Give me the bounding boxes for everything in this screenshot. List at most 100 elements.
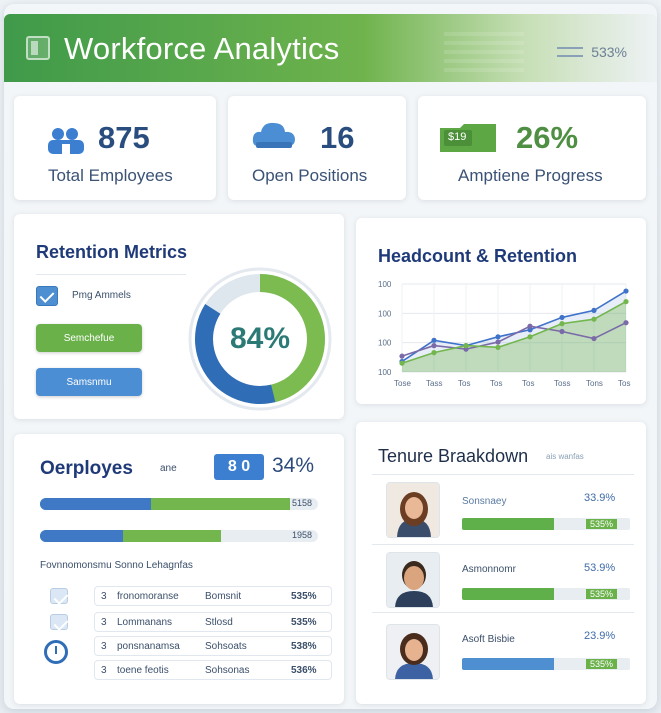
- tenure-bar-value: 535%: [586, 589, 618, 599]
- data-point: [623, 299, 629, 305]
- row-name: Lommanans: [117, 617, 173, 628]
- folder-icon: $19: [438, 122, 500, 161]
- tenure-bar-value: 535%: [586, 519, 618, 529]
- data-point: [623, 320, 629, 326]
- table-row[interactable]: 3 ponsnanamsa Sohsoats 538%: [94, 636, 332, 656]
- row-num: 3: [101, 665, 107, 676]
- people-icon: [46, 126, 86, 161]
- gauge-value: 84%: [229, 322, 291, 355]
- data-point: [495, 344, 501, 350]
- table-row[interactable]: 3 toene feotis Sohsonas 536%: [94, 660, 332, 680]
- row-dept: Sohsoats: [205, 641, 247, 652]
- x-tick-label: Toss: [554, 379, 570, 388]
- row-value: 535%: [291, 591, 317, 602]
- data-point: [495, 339, 501, 345]
- data-point: [559, 328, 565, 335]
- panel-title: Tenure Braakdown: [378, 446, 529, 466]
- data-point: [431, 350, 437, 356]
- row-dept: Bomsnit: [205, 591, 242, 602]
- row-name: ponsnanamsa: [117, 641, 180, 652]
- stat-card-positions[interactable]: 16 Open Positions: [228, 96, 406, 200]
- data-point: [463, 343, 469, 349]
- header-decoration: [444, 32, 524, 72]
- divider: [372, 544, 634, 545]
- x-tick-label: Tos: [490, 379, 502, 388]
- panel-title: Oerployes: [40, 458, 133, 479]
- stat-value: 26%: [516, 120, 579, 155]
- row-num: 3: [101, 641, 107, 652]
- employees-panel: Oerployes ane 8 0 34% 5158 1958 Fovnnomo…: [14, 434, 344, 704]
- tenure-list-item[interactable]: Sonsnaey 33.9% 535%: [384, 482, 636, 542]
- x-tick-label: Tos: [618, 379, 630, 388]
- y-tick-label: 100: [378, 280, 392, 289]
- divider: [372, 612, 634, 613]
- data-point: [591, 335, 597, 342]
- row-value: 538%: [291, 641, 317, 652]
- dashboard-window: Workforce Analytics 533% 875 Total Emplo…: [4, 4, 657, 709]
- clock-icon: [44, 640, 68, 664]
- panel-title: Retention Metrics: [36, 242, 188, 262]
- person-name: Asoft Bisbie: [462, 634, 515, 645]
- tenure-list-item[interactable]: Asmonnomr 53.9% 535%: [384, 552, 636, 612]
- person-name: Asmonnomr: [462, 564, 516, 575]
- stat-label: Total Employees: [48, 166, 173, 185]
- checkbox[interactable]: [36, 286, 58, 306]
- avatar: [386, 624, 440, 680]
- row-checkbox[interactable]: [50, 614, 68, 630]
- dashboard-icon: [26, 36, 50, 60]
- table-row[interactable]: 3 fronomoranse Bomsnit 535%: [94, 586, 332, 606]
- y-tick-label: 100: [378, 339, 392, 348]
- table-row[interactable]: 3 Lommanans Stlosd 535%: [94, 612, 332, 632]
- person-value: 23.9%: [584, 630, 616, 642]
- stat-label: Open Positions: [252, 166, 368, 185]
- data-point: [623, 288, 629, 294]
- series-area: [402, 301, 626, 372]
- data-point: [591, 307, 597, 313]
- panel-title-suffix: ais wanfas: [546, 452, 584, 461]
- row-value: 535%: [291, 617, 317, 628]
- stat-value: 875: [98, 120, 150, 155]
- row-num: 3: [101, 591, 107, 602]
- data-point: [559, 321, 565, 327]
- stat-card-progress[interactable]: $19 26% Amptiene Progress: [418, 96, 646, 200]
- data-point: [431, 343, 437, 349]
- y-tick-label: 100: [378, 309, 392, 318]
- data-point: [399, 353, 405, 359]
- retention-gauge: 84%: [182, 264, 338, 414]
- x-tick-label: Tose: [394, 379, 411, 388]
- data-point: [527, 323, 533, 329]
- data-point: [431, 337, 437, 343]
- y-tick-label: 100: [378, 368, 392, 377]
- divider: [372, 474, 634, 475]
- avatar: [386, 482, 440, 538]
- green-action-button[interactable]: Semchefue: [36, 324, 142, 352]
- checkbox-label: Pmg Ammels: [72, 290, 131, 301]
- headcount-panel: Headcount & Retention 100 100 100 100 Tose Ta…: [356, 218, 646, 404]
- cloud-icon: [250, 118, 298, 157]
- blue-action-button[interactable]: Samsnmu: [36, 368, 142, 396]
- row-dept: Sohsonas: [205, 665, 250, 676]
- count-badge: 8 0: [214, 454, 264, 480]
- gauge-ring: [188, 267, 332, 411]
- series-line: [401, 300, 627, 364]
- person-value: 33.9%: [584, 492, 616, 504]
- folder-icon-text: $19: [448, 131, 467, 143]
- bar-label: 5158: [291, 498, 312, 508]
- stat-value: 16: [320, 120, 355, 155]
- x-tick-label: Tass: [426, 379, 442, 388]
- retention-panel: Retention Metrics Pmg Ammels Semchefue S…: [14, 214, 344, 419]
- row-checkbox[interactable]: [50, 588, 68, 604]
- x-tick-label: Tos: [522, 379, 534, 388]
- person-name: Sonsnaey: [462, 496, 507, 507]
- stat-label: Amptiene Progress: [458, 166, 603, 185]
- x-tick-label: Tons: [586, 379, 603, 388]
- panel-title-suffix: ane: [160, 463, 177, 474]
- avatar: [386, 552, 440, 608]
- stat-card-employees[interactable]: 875 Total Employees: [14, 96, 216, 200]
- divider: [36, 274, 186, 275]
- tenure-list-item[interactable]: Asoft Bisbie 23.9% 535%: [384, 624, 636, 684]
- person-value: 53.9%: [584, 562, 616, 574]
- menu-lines-icon: [557, 47, 584, 57]
- data-point: [495, 334, 501, 340]
